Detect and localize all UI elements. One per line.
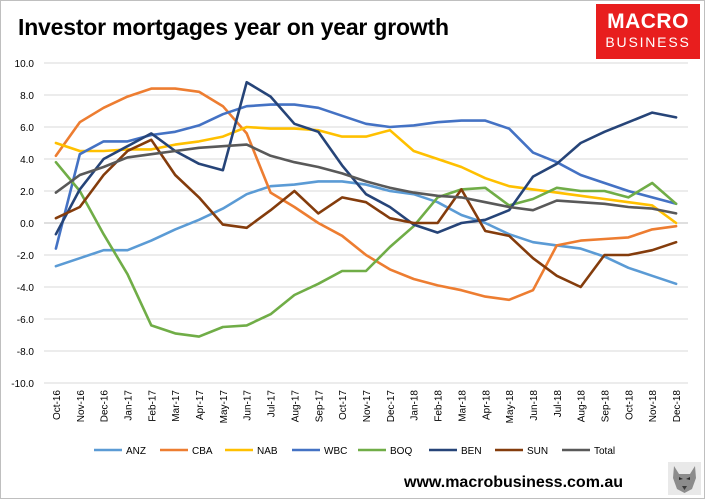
x-tick-label: Feb-17 <box>147 390 158 422</box>
legend-label-nab: NAB <box>257 446 278 457</box>
legend-label-boq: BOQ <box>390 446 412 457</box>
x-tick-label: Mar-18 <box>457 390 468 422</box>
y-tick-label: 2.0 <box>20 187 34 198</box>
x-tick-label: Nov-16 <box>76 390 87 423</box>
x-tick-label: Oct-17 <box>338 390 349 420</box>
x-tick-label: Sep-18 <box>601 390 612 423</box>
x-tick-label: Nov-18 <box>648 390 659 423</box>
x-tick-label: Aug-18 <box>577 390 588 423</box>
y-tick-label: 4.0 <box>20 155 34 166</box>
y-tick-label: 0.0 <box>20 219 34 230</box>
chart-title: Investor mortgages year on year growth <box>18 14 449 40</box>
y-axis: 10.0 8.0 6.0 4.0 2.0 0.0 -2.0 -4.0 -6.0 -8.0 -10.0 <box>11 59 34 390</box>
series-line-wbc <box>54 103 678 250</box>
x-tick-label: Feb-18 <box>434 390 445 422</box>
x-tick-label: Apr-17 <box>195 390 206 420</box>
x-tick-label: Aug-17 <box>290 390 301 423</box>
x-tick-label: Dec-18 <box>672 390 683 423</box>
y-tick-label: -8.0 <box>17 347 35 358</box>
legend: ANZ CBA NAB WBC BOQ BEN SUN Total <box>94 446 615 457</box>
x-tick-label: Sep-17 <box>314 390 325 423</box>
y-tick-label: -2.0 <box>17 251 35 262</box>
x-tick-label: Nov-17 <box>362 390 373 423</box>
wolf-icon <box>668 462 701 495</box>
logo-line-1: MACRO <box>607 10 689 33</box>
x-tick-label: Apr-18 <box>481 390 492 420</box>
footer-url[interactable]: www.macrobusiness.com.au <box>404 474 624 491</box>
legend-label-cba: CBA <box>192 446 213 457</box>
x-tick-label: Jun-18 <box>529 390 540 421</box>
y-tick-label: -4.0 <box>17 283 35 294</box>
legend-label-wbc: WBC <box>324 446 347 457</box>
legend-label-sun: SUN <box>527 446 548 457</box>
x-tick-label: Jan-17 <box>123 390 134 421</box>
series-line-nab <box>54 125 678 225</box>
y-tick-label: -10.0 <box>11 379 34 390</box>
series-line-total <box>54 143 678 215</box>
x-axis: Oct-16 Nov-16 Dec-16 Jan-17 Feb-17 Mar-17 Apr-… <box>44 222 688 424</box>
x-tick-label: Jul-17 <box>267 390 278 418</box>
legend-label-anz: ANZ <box>126 446 146 457</box>
series-line-ben <box>54 80 678 236</box>
x-tick-label: May-17 <box>219 390 230 424</box>
series-line-boq <box>54 160 678 338</box>
x-tick-label: Oct-18 <box>624 390 635 420</box>
legend-label-total: Total <box>594 446 615 457</box>
series-line-sun <box>54 138 678 289</box>
series-lines <box>54 80 678 338</box>
series-line-cba <box>54 87 678 302</box>
x-tick-label: Jan-18 <box>410 390 421 421</box>
y-tick-label: 10.0 <box>15 59 35 70</box>
macrobusiness-logo: MACRO BUSINESS <box>596 4 700 59</box>
y-tick-label: 6.0 <box>20 123 34 134</box>
x-tick-label: Mar-17 <box>171 390 182 422</box>
x-tick-label: Oct-16 <box>52 390 63 420</box>
y-tick-label: -6.0 <box>17 315 35 326</box>
x-tick-label: Dec-17 <box>386 390 397 423</box>
logo-line-2: BUSINESS <box>605 34 691 50</box>
x-tick-label: May-18 <box>505 390 516 424</box>
x-tick-label: Jun-17 <box>243 390 254 421</box>
series-line-anz <box>54 180 678 286</box>
y-tick-label: 8.0 <box>20 91 34 102</box>
x-tick-label: Jul-18 <box>553 390 564 418</box>
x-tick-label: Dec-16 <box>100 390 111 423</box>
legend-label-ben: BEN <box>461 446 482 457</box>
